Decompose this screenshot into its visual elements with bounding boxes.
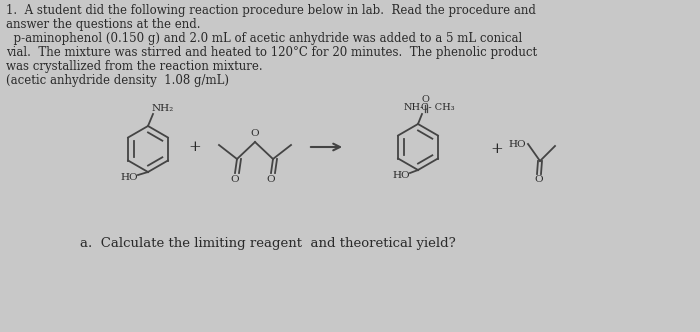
Text: vial.  The mixture was stirred and heated to 120°C for 20 minutes.  The phenolic: vial. The mixture was stirred and heated…: [6, 46, 537, 59]
Text: NH₂: NH₂: [152, 104, 174, 113]
Text: answer the questions at the end.: answer the questions at the end.: [6, 18, 200, 31]
Text: O: O: [422, 95, 430, 104]
Text: (acetic anhydride density  1.08 g/mL): (acetic anhydride density 1.08 g/mL): [6, 74, 229, 87]
Text: O: O: [535, 175, 543, 184]
Text: O: O: [267, 175, 275, 184]
Text: +: +: [490, 142, 503, 156]
Text: NH-: NH-: [404, 103, 424, 112]
Text: p-aminophenol (0.150 g) and 2.0 mL of acetic anhydride was added to a 5 mL conic: p-aminophenol (0.150 g) and 2.0 mL of ac…: [6, 32, 522, 45]
Text: was crystallized from the reaction mixture.: was crystallized from the reaction mixtu…: [6, 60, 262, 73]
Text: O: O: [251, 129, 259, 138]
Text: a.  Calculate the limiting reagent  and theoretical yield?: a. Calculate the limiting reagent and th…: [80, 237, 456, 250]
Text: +: +: [188, 140, 201, 154]
Text: HO: HO: [120, 173, 138, 182]
Text: O: O: [231, 175, 239, 184]
Text: HO: HO: [508, 139, 526, 148]
Text: 1.  A student did the following reaction procedure below in lab.  Read the proce: 1. A student did the following reaction …: [6, 4, 536, 17]
Text: C- CH₃: C- CH₃: [421, 103, 454, 112]
Text: HO: HO: [392, 171, 410, 180]
